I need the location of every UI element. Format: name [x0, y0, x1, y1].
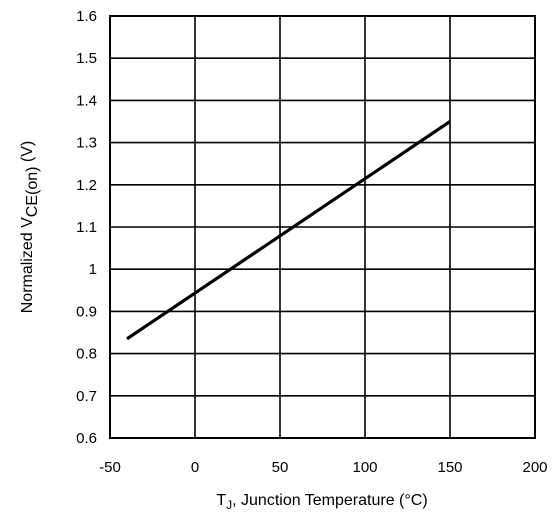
y-tick-label: 1.4: [76, 92, 97, 109]
x-tick-label: 50: [272, 459, 289, 476]
plot-frame: [109, 15, 536, 439]
y-tick-label: 0.6: [76, 430, 97, 447]
y-tick-label: 0.9: [76, 303, 97, 320]
x-tick-labels: -50 0 50 100 150 200: [99, 459, 547, 476]
y-tick-label: 1.5: [76, 50, 97, 67]
x-tick-label: -50: [99, 459, 121, 476]
series-group: [126, 120, 451, 341]
x-axis-label: TJ, Junction Temperature (°C): [216, 492, 427, 512]
y-tick-label: 0.8: [76, 346, 97, 363]
y-tick-label: 1: [89, 261, 97, 278]
x-tick-label: 150: [437, 459, 462, 476]
x-tick-label: 200: [522, 459, 547, 476]
y-tick-label: 1.2: [76, 177, 97, 194]
x-tick-label: 100: [352, 459, 377, 476]
y-tick-labels: 0.6 0.7 0.8 0.9 1 1.1 1.2 1.3 1.4 1.5 1.6: [76, 8, 97, 447]
grid: [109, 15, 536, 439]
x-tick-label: 0: [191, 459, 199, 476]
y-tick-label: 1.6: [76, 8, 97, 25]
y-tick-label: 1.1: [76, 219, 97, 236]
series-line: [126, 120, 451, 341]
y-tick-label: 1.3: [76, 135, 97, 152]
y-tick-label: 0.7: [76, 388, 97, 405]
y-axis-label: Normalized VCE(on) (V): [19, 141, 41, 314]
